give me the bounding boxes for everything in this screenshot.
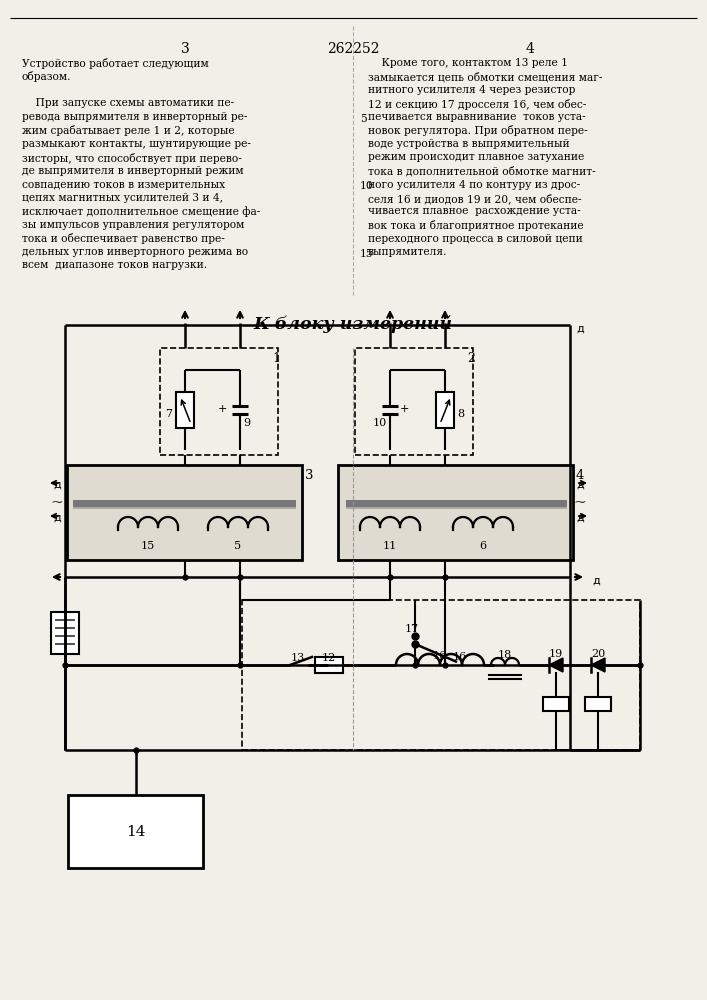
Text: 5: 5 bbox=[235, 541, 242, 551]
Bar bbox=[315, 657, 343, 673]
Text: новок регулятора. При обратном пере-: новок регулятора. При обратном пере- bbox=[368, 125, 588, 136]
Text: вок тока и благоприятное протекание: вок тока и благоприятное протекание bbox=[368, 220, 583, 231]
Text: 17: 17 bbox=[405, 624, 419, 634]
Bar bbox=[68, 795, 203, 868]
Text: 8: 8 bbox=[457, 409, 464, 419]
Text: Устройство работает следующим: Устройство работает следующим bbox=[22, 58, 209, 69]
Text: 9: 9 bbox=[243, 418, 250, 428]
Text: де выпрямителя в инверторный режим: де выпрямителя в инверторный режим bbox=[22, 166, 244, 176]
Bar bbox=[67, 465, 302, 560]
Text: 19: 19 bbox=[549, 649, 563, 659]
Text: д: д bbox=[592, 576, 600, 586]
Text: 4: 4 bbox=[525, 42, 534, 56]
Bar bbox=[51, 612, 79, 654]
Text: д: д bbox=[53, 480, 61, 490]
Text: совпадению токов в измерительных: совпадению токов в измерительных bbox=[22, 180, 225, 190]
Text: выпрямителя.: выпрямителя. bbox=[368, 247, 448, 257]
Bar bbox=[355, 348, 473, 455]
Text: 16: 16 bbox=[453, 652, 467, 662]
Text: исключает дополнительное смещение фа-: исключает дополнительное смещение фа- bbox=[22, 207, 260, 217]
Text: 16: 16 bbox=[433, 651, 447, 661]
Text: замыкается цепь обмотки смещения маг-: замыкается цепь обмотки смещения маг- bbox=[368, 72, 602, 82]
Text: тока и обеспечивает равенство пре-: тока и обеспечивает равенство пре- bbox=[22, 233, 225, 244]
Text: 5: 5 bbox=[360, 114, 367, 124]
Text: ного усилителя 4 по контуру из дрос-: ного усилителя 4 по контуру из дрос- bbox=[368, 180, 580, 190]
Text: зисторы, что способствует при перево-: зисторы, что способствует при перево- bbox=[22, 152, 242, 163]
Polygon shape bbox=[591, 658, 605, 672]
Text: образом.: образом. bbox=[22, 72, 71, 83]
Text: 3: 3 bbox=[180, 42, 189, 56]
Text: 12 и секцию 17 дросселя 16, чем обес-: 12 и секцию 17 дросселя 16, чем обес- bbox=[368, 99, 586, 109]
Text: 15: 15 bbox=[360, 249, 373, 259]
Text: 13: 13 bbox=[291, 653, 305, 663]
Text: д: д bbox=[53, 513, 61, 523]
Text: селя 16 и диодов 19 и 20, чем обеспе-: селя 16 и диодов 19 и 20, чем обеспе- bbox=[368, 193, 582, 204]
Text: размыкают контакты, шунтирующие ре-: размыкают контакты, шунтирующие ре- bbox=[22, 139, 251, 149]
Text: +: + bbox=[400, 404, 409, 414]
Bar bbox=[176, 392, 194, 428]
Text: 262252: 262252 bbox=[327, 42, 379, 56]
Text: нитного усилителя 4 через резистор: нитного усилителя 4 через резистор bbox=[368, 85, 575, 95]
Text: 10: 10 bbox=[373, 418, 387, 428]
Text: При запуске схемы автоматики пе-: При запуске схемы автоматики пе- bbox=[22, 99, 234, 108]
Polygon shape bbox=[549, 658, 563, 672]
Text: 11: 11 bbox=[383, 541, 397, 551]
Text: воде устройства в выпрямительный: воде устройства в выпрямительный bbox=[368, 139, 570, 149]
Text: жим срабатывает реле 1 и 2, которые: жим срабатывает реле 1 и 2, которые bbox=[22, 125, 235, 136]
Bar bbox=[338, 465, 573, 560]
Text: 2: 2 bbox=[467, 352, 475, 365]
Bar bbox=[73, 507, 296, 509]
Bar bbox=[73, 500, 296, 507]
Text: переходного процесса в силовой цепи: переходного процесса в силовой цепи bbox=[368, 233, 583, 243]
Text: зы импульсов управления регулятором: зы импульсов управления регулятором bbox=[22, 220, 245, 230]
Bar bbox=[585, 697, 611, 711]
Text: +: + bbox=[218, 404, 227, 414]
Text: 1: 1 bbox=[272, 352, 280, 365]
Text: 14: 14 bbox=[126, 824, 145, 838]
Text: ~: ~ bbox=[573, 496, 586, 510]
Text: 12: 12 bbox=[322, 653, 336, 663]
Text: 6: 6 bbox=[479, 541, 486, 551]
Text: дельных углов инверторного режима во: дельных углов инверторного режима во bbox=[22, 247, 248, 257]
Text: 10: 10 bbox=[360, 181, 374, 191]
Bar bbox=[346, 507, 567, 509]
Text: 3: 3 bbox=[305, 469, 313, 482]
Text: режим происходит плавное затухание: режим происходит плавное затухание bbox=[368, 152, 584, 162]
Text: д: д bbox=[576, 480, 584, 490]
Bar bbox=[543, 697, 569, 711]
Bar bbox=[436, 392, 454, 428]
Bar bbox=[160, 348, 278, 455]
Text: чивается плавное  расхождение уста-: чивается плавное расхождение уста- bbox=[368, 207, 580, 217]
Text: ~: ~ bbox=[51, 496, 64, 510]
Text: тока в дополнительной обмотке магнит-: тока в дополнительной обмотке магнит- bbox=[368, 166, 596, 177]
Text: 20: 20 bbox=[591, 649, 605, 659]
Bar bbox=[346, 500, 567, 507]
Text: К блоку измерений: К блоку измерений bbox=[254, 315, 452, 333]
Text: печивается выравнивание  токов уста-: печивается выравнивание токов уста- bbox=[368, 112, 586, 122]
Text: цепях магнитных усилителей 3 и 4,: цепях магнитных усилителей 3 и 4, bbox=[22, 193, 223, 203]
Bar bbox=[242, 600, 640, 750]
Text: ревода выпрямителя в инверторный ре-: ревода выпрямителя в инверторный ре- bbox=[22, 112, 247, 122]
Text: 15: 15 bbox=[141, 541, 155, 551]
Text: д: д bbox=[576, 324, 584, 334]
Text: 7: 7 bbox=[165, 409, 172, 419]
Text: 4: 4 bbox=[576, 469, 585, 482]
Text: Кроме того, контактом 13 реле 1: Кроме того, контактом 13 реле 1 bbox=[368, 58, 568, 68]
Text: всем  диапазоне токов нагрузки.: всем диапазоне токов нагрузки. bbox=[22, 260, 207, 270]
Text: 18: 18 bbox=[498, 650, 512, 660]
Text: д: д bbox=[576, 513, 584, 523]
